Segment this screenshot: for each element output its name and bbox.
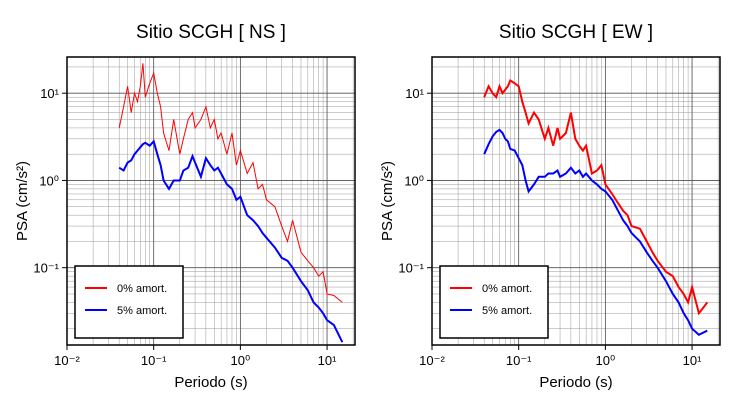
x-tick-label: 10⁻² <box>419 353 445 368</box>
subplot: 10⁻² 10⁻¹ 10⁰ 10¹ 10⁻¹ 10⁰ 10¹ Sitio SCGH [ EW … <box>379 22 721 391</box>
series-line <box>483 128 708 336</box>
y-tick-label: 10⁰ <box>39 173 59 188</box>
y-tick-label: 10¹ <box>405 86 424 101</box>
x-tick-label: 10⁻¹ <box>506 353 532 368</box>
plot-frame <box>431 56 721 346</box>
legend-label: 5% amort. <box>482 305 532 317</box>
legend-label: 0% amort. <box>482 283 532 295</box>
y-tick-label: 10⁻¹ <box>398 261 424 276</box>
x-tick-label: 10⁰ <box>596 353 616 368</box>
legend-label: 5% amort. <box>117 305 167 317</box>
subplot: 10⁻² 10⁻¹ 10⁰ 10¹ 10⁻¹ 10⁰ 10¹ Sitio SCGH [ NS … <box>14 22 356 391</box>
series-line <box>118 63 343 303</box>
series-line <box>118 139 344 343</box>
x-tick-label: 10¹ <box>683 353 702 368</box>
series-line <box>483 79 709 316</box>
y-tick-label: 10¹ <box>40 86 59 101</box>
plot-frame <box>66 56 356 346</box>
x-axis-label: Periodo (s) <box>174 374 247 391</box>
x-tick-label: 10¹ <box>318 353 337 368</box>
x-tick-label: 10⁻¹ <box>141 353 167 368</box>
y-axis-label: PSA (cm/s²) <box>14 161 31 241</box>
y-axis-label: PSA (cm/s²) <box>379 161 396 241</box>
legend-box <box>439 265 549 339</box>
chart-title: Sitio SCGH [ NS ] <box>136 22 286 43</box>
x-tick-label: 10⁻² <box>54 353 80 368</box>
x-tick-label: 10⁰ <box>231 353 251 368</box>
legend-label: 0% amort. <box>117 283 167 295</box>
x-axis-label: Periodo (s) <box>539 374 612 391</box>
y-tick-label: 10⁻¹ <box>33 261 59 276</box>
chart-title: Sitio SCGH [ EW ] <box>499 22 653 43</box>
legend-box <box>74 265 184 339</box>
y-tick-label: 10⁰ <box>404 173 424 188</box>
